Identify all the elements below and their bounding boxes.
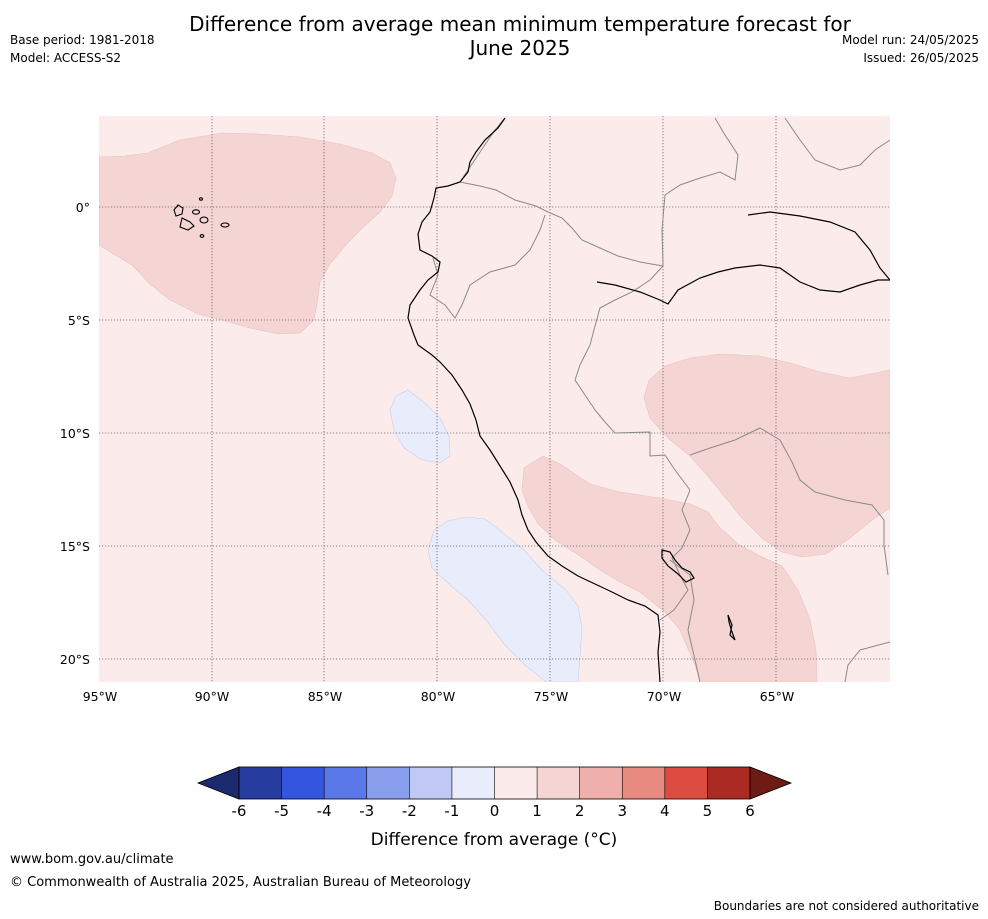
- graticule: [99, 116, 890, 682]
- colorbar-swatch: [707, 767, 750, 799]
- colorbar-swatch: [537, 767, 580, 799]
- lon-label-75w: 75°W: [534, 689, 569, 704]
- island-6: [199, 234, 205, 238]
- title-line-2: June 2025: [469, 36, 571, 60]
- border-venezuela-brazil: [784, 117, 890, 171]
- island-4: [199, 216, 209, 224]
- lon-label-90w: 90°W: [195, 689, 230, 704]
- island-5: [220, 222, 230, 228]
- colorbar-tick-label: -1: [444, 802, 459, 820]
- colorbar-tick-label: 2: [575, 802, 585, 820]
- island-7: [198, 197, 204, 201]
- colorbar-swatch: [366, 767, 410, 799]
- lat-label-10s: 10°S: [60, 426, 90, 441]
- galapagos-islands: [173, 197, 230, 238]
- colorbar-swatch: [451, 767, 495, 799]
- colorbar-tick-label: -5: [274, 802, 289, 820]
- anomaly-region-amazon-bolivia: [643, 353, 890, 558]
- lake-titicaca: [661, 549, 695, 583]
- colorbar-swatch: [494, 767, 538, 799]
- colorbar-swatch: [324, 767, 367, 799]
- border-brazil-bolivia: [689, 427, 889, 576]
- lon-label-85w: 85°W: [308, 689, 343, 704]
- model-run-text: Model run: 24/05/2025: [841, 33, 979, 47]
- lat-label-20s: 20°S: [60, 652, 90, 667]
- lon-label-70w: 70°W: [647, 689, 682, 704]
- river-north: [747, 211, 890, 281]
- country-borders: [429, 117, 890, 682]
- lat-label-0: 0°: [76, 200, 90, 215]
- coastline-pacific: [407, 117, 661, 682]
- issued-text: Issued: 26/05/2025: [863, 51, 979, 65]
- island-1: [173, 204, 184, 217]
- colorbar-tick-label: 5: [703, 802, 713, 820]
- colorbar-swatch: [622, 767, 665, 799]
- colorbar-swatch: [281, 767, 325, 799]
- colorbar-swatch: [239, 767, 282, 799]
- colorbar-tick-label: 3: [617, 802, 627, 820]
- base-period-text: Base period: 1981-2018: [10, 33, 155, 47]
- border-bolivia-chile: [669, 559, 701, 682]
- disclaimer-text: Boundaries are not considered authoritat…: [713, 899, 979, 913]
- lon-label-80w: 80°W: [421, 689, 456, 704]
- colorbar-swatch: [664, 767, 708, 799]
- border-colombia-brazil: [661, 117, 739, 267]
- colorbar-tick-label: -3: [359, 802, 374, 820]
- island-2: [179, 217, 195, 231]
- copyright-text: © Commonwealth of Australia 2025, Austra…: [10, 875, 471, 890]
- colorbar-label: Difference from average (°C): [371, 830, 618, 850]
- colorbar-tick-label: -6: [232, 802, 247, 820]
- river-amazon: [596, 264, 890, 305]
- model-text: Model: ACCESS-S2: [10, 51, 122, 65]
- lake-poopo: [727, 614, 736, 641]
- lat-label-5s: 5°S: [68, 313, 90, 328]
- border-colombia-venezuela: [459, 117, 664, 267]
- meta-right: Model run: 24/05/2025 Issued: 26/05/2025: [842, 31, 979, 67]
- meta-left: Base period: 1981-2018 Model: ACCESS-S2: [10, 31, 155, 67]
- colorbar-under-arrow: [196, 766, 240, 800]
- colorbar-over-arrow: [749, 766, 793, 800]
- anomaly-region-central-peru: [521, 455, 818, 682]
- colorbar-tick-label: 0: [490, 802, 500, 820]
- colorbar-swatch: [579, 767, 623, 799]
- colorbar-tick-label: 1: [532, 802, 542, 820]
- website-text: www.bom.gov.au/climate: [10, 852, 174, 867]
- colorbar-tick-label: -2: [402, 802, 417, 820]
- border-peru-brazil: [574, 265, 691, 491]
- island-3: [191, 209, 201, 215]
- title-line-1: Difference from average mean minimum tem…: [189, 12, 851, 36]
- colorbar: -6 -5 -4 -3 -2 -1 0 1 2 3 4 5 6: [196, 766, 793, 820]
- colorbar-frame: [238, 766, 751, 800]
- lat-label-15s: 15°S: [60, 539, 90, 554]
- anomaly-region-west-pacific: [99, 132, 397, 335]
- colorbar-tick-label: 6: [745, 802, 755, 820]
- map-title: Difference from average mean minimum tem…: [0, 12, 988, 60]
- border-paraguay: [844, 641, 890, 682]
- map-area: [99, 116, 890, 682]
- lon-label-65w: 65°W: [760, 689, 795, 704]
- anomaly-region-offshore-north: [389, 389, 451, 464]
- colorbar-swatch: [409, 767, 452, 799]
- coastline: [407, 117, 890, 682]
- colorbar-tick-label: -4: [317, 802, 332, 820]
- anomaly-region-offshore-south: [427, 516, 583, 682]
- border-ecuador-peru: [429, 214, 546, 319]
- lon-label-95w: 95°W: [83, 689, 118, 704]
- border-peru-bolivia: [659, 489, 691, 621]
- colorbar-tick-label: 4: [660, 802, 670, 820]
